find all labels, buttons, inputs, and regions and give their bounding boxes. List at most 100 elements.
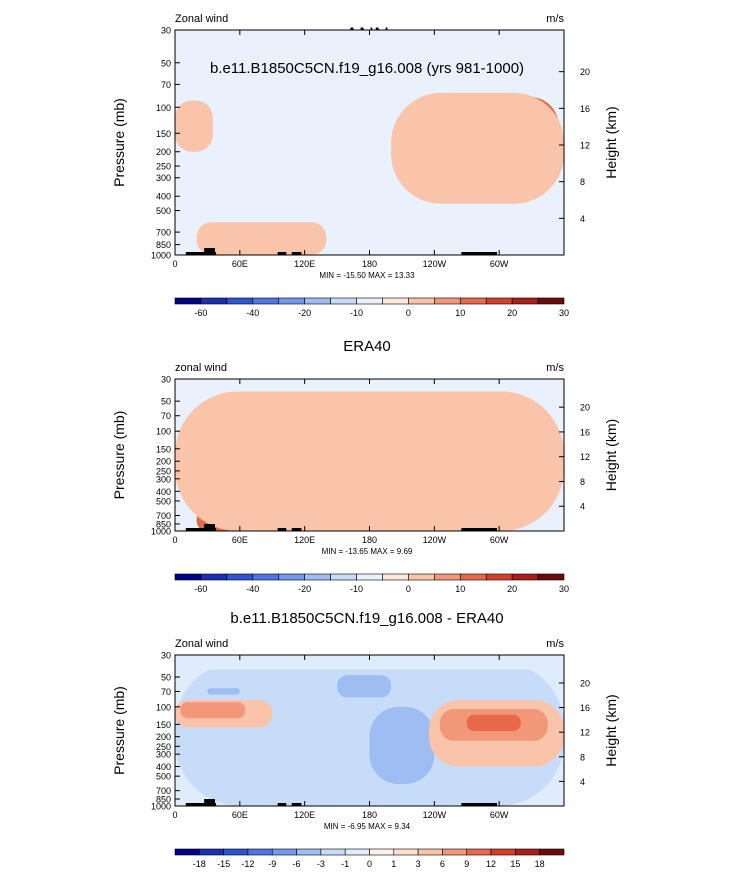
y-tick-label: 500 [156, 772, 171, 782]
colorbar-box [296, 848, 322, 856]
colorbar-box [252, 573, 280, 581]
colorbar-label: 20 [507, 584, 517, 594]
chart-panel-3: b.e11.B1850C5CN.f19_g16.008 - ERA40Zonal… [111, 610, 619, 869]
chart-title: b.e11.B1850C5CN.f19_g16.008 - ERA40 [230, 610, 503, 627]
contour-region [337, 675, 392, 698]
colorbar-box [408, 573, 435, 581]
contour-region [175, 100, 213, 152]
colorbar-box [485, 573, 513, 581]
min-max-label: MIN = -6.95 MAX = 9.34 [324, 822, 411, 831]
topography-bar [461, 528, 483, 531]
colorbar-box [459, 297, 487, 305]
y-tick-label: 200 [156, 147, 171, 157]
y-tick-label: 250 [156, 466, 171, 476]
colorbar-box [382, 573, 409, 581]
y-tick-label: 30 [161, 651, 171, 661]
x-tick-label: 60W [490, 810, 509, 820]
topography-bar [291, 803, 302, 806]
y-tick-label: 700 [156, 786, 171, 796]
x-tick-label: 120E [294, 810, 315, 820]
y-tick-label: 30 [161, 375, 171, 385]
colorbar-label: -10 [350, 308, 363, 318]
y2-tick-label: 20 [580, 403, 590, 413]
y-tick-label: 100 [156, 427, 171, 437]
chart-title: ERA40 [343, 338, 391, 355]
y-tick-label: 70 [161, 411, 171, 421]
y2-tick-label: 20 [580, 678, 590, 688]
x-tick-label: 0 [172, 810, 177, 820]
y-tick-label: 30 [161, 26, 171, 36]
colorbar-label: -15 [217, 859, 230, 869]
contour-fills [175, 655, 564, 806]
colorbar-label: 0 [367, 859, 372, 869]
y-tick-label: 70 [161, 687, 171, 697]
colorbar-label: 12 [486, 859, 496, 869]
topography-bar [482, 528, 498, 531]
colorbar-box [515, 848, 540, 856]
y2-tick-label: 16 [580, 427, 590, 437]
colorbar-label: 18 [535, 859, 545, 869]
y-tick-label: 700 [156, 228, 171, 238]
colorbar-label: 30 [559, 584, 569, 594]
y2-tick-label: 4 [580, 502, 585, 512]
x-tick-label: 120E [294, 259, 315, 269]
colorbar-box [223, 848, 249, 856]
contour-region [196, 222, 327, 255]
x-tick-label: 60E [232, 810, 248, 820]
colorbar-label: -9 [268, 859, 276, 869]
colorbar-label: -1 [341, 859, 349, 869]
topography-bar [185, 528, 213, 531]
contour-region [466, 714, 521, 731]
colorbar-box [200, 573, 228, 581]
y-tick-label: 150 [156, 129, 171, 139]
min-max-label: MIN = -15.50 MAX = 13.33 [319, 271, 415, 280]
y-tick-label: 1000 [151, 527, 171, 537]
colorbar-label: -60 [194, 584, 207, 594]
y-tick-label: 70 [161, 80, 171, 90]
topography-peak [204, 799, 215, 806]
colorbar-label: -40 [246, 584, 259, 594]
colorbar-label: -60 [194, 308, 207, 318]
colorbar-box [511, 573, 539, 581]
contour-region [175, 661, 564, 806]
y-tick-label: 1000 [151, 802, 171, 812]
y-axis-title: Pressure (mb) [111, 686, 127, 775]
y-tick-label: 300 [156, 474, 171, 484]
colorbar-label: 0 [406, 308, 411, 318]
y2-axis-title: Height (km) [603, 694, 619, 766]
colorbar-box [466, 848, 492, 856]
y-tick-label: 400 [156, 192, 171, 202]
y-axis-title: Pressure (mb) [111, 411, 127, 500]
topography-bar [482, 803, 498, 806]
y-tick-label: 150 [156, 444, 171, 454]
topography-bar [461, 252, 483, 255]
y2-tick-label: 12 [580, 728, 590, 738]
colorbar-label: -12 [241, 859, 254, 869]
colorbar-label: 15 [510, 859, 520, 869]
colorbar-box [539, 848, 565, 856]
y-tick-label: 400 [156, 762, 171, 772]
colorbar-box [174, 297, 202, 305]
x-tick-label: 0 [172, 259, 177, 269]
y-tick-label: 500 [156, 496, 171, 506]
colorbar-box [442, 848, 468, 856]
colorbar-box [278, 573, 305, 581]
y2-axis-title: Height (km) [603, 106, 619, 178]
y2-tick-label: 4 [580, 214, 585, 224]
contour-region [180, 702, 246, 719]
x-tick-label: 180 [362, 810, 377, 820]
topography-bar [277, 528, 287, 531]
colorbar-box [174, 573, 202, 581]
contour-fills [175, 92, 564, 255]
topography-bar [277, 803, 287, 806]
topography-bar [461, 803, 483, 806]
units-label: m/s [546, 362, 564, 374]
chart-title: b.e11.B1850C5CN.f19_g16.008 (yrs 981-100… [210, 60, 524, 77]
y-tick-label: 50 [161, 397, 171, 407]
units-label: m/s [546, 638, 564, 650]
contour-fills [175, 391, 564, 531]
variable-label: zonal wind [175, 362, 227, 374]
colorbar-box [356, 573, 383, 581]
colorbar-box [369, 848, 395, 856]
